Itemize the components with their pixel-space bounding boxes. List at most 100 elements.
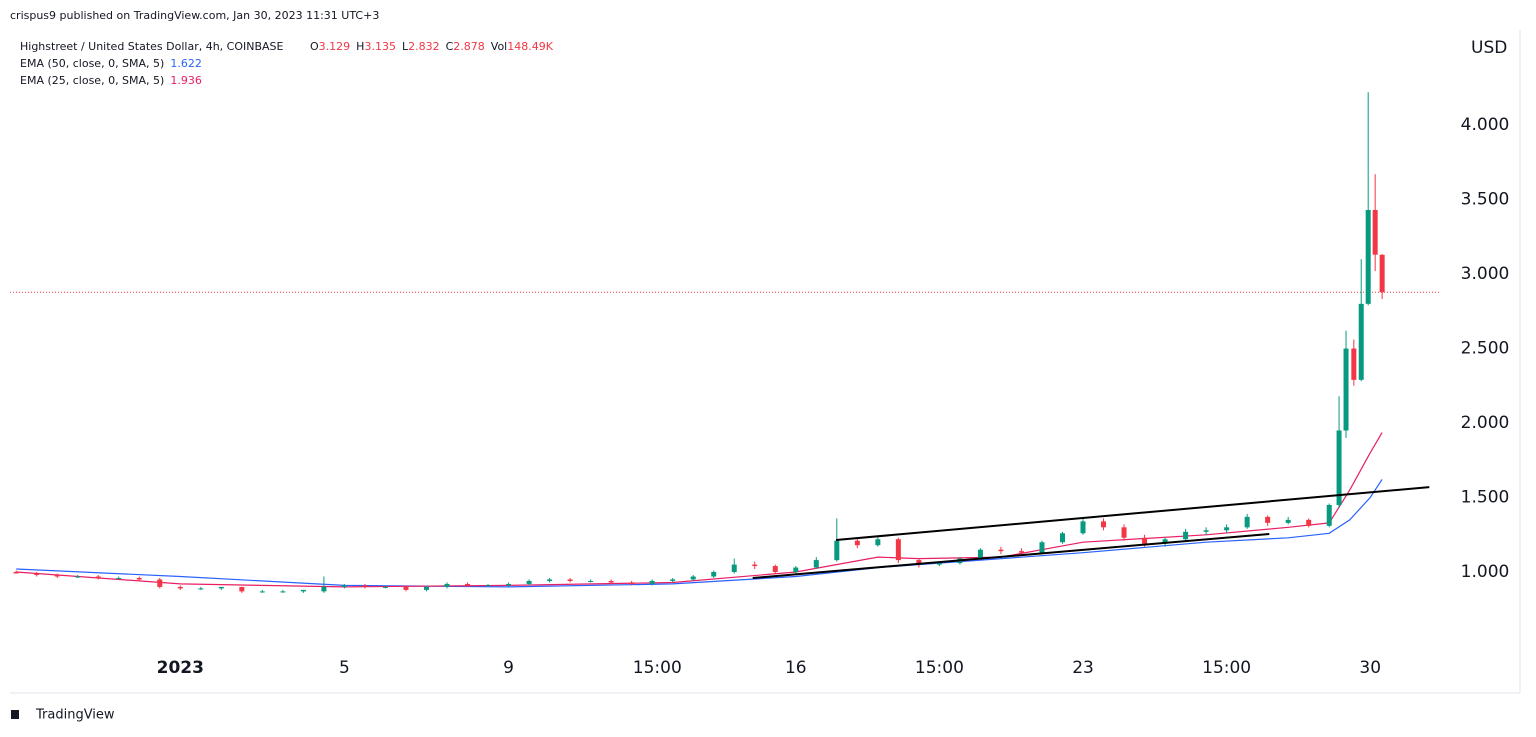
candle	[649, 579, 655, 586]
candle-body	[1101, 521, 1107, 528]
candle-body	[1265, 516, 1271, 523]
candle-body	[1203, 530, 1209, 532]
legend-symbol: Highstreet / United States Dollar, 4h, C…	[20, 40, 284, 53]
candle	[711, 570, 717, 578]
candle	[629, 580, 635, 586]
candle	[54, 573, 60, 578]
candle	[1018, 548, 1024, 555]
candle-body	[259, 591, 265, 593]
y-tick-label: 2.000	[1461, 413, 1510, 433]
candle	[1343, 330, 1349, 438]
candle-body	[300, 589, 306, 592]
candle-body	[1162, 539, 1168, 544]
candle-body	[1183, 531, 1189, 540]
indicator-name: EMA (50, close, 0, SMA, 5)	[20, 57, 164, 70]
candle-body	[34, 573, 40, 576]
candle	[1306, 518, 1312, 528]
candle-body	[116, 577, 122, 579]
candle	[259, 589, 265, 593]
candle	[752, 561, 758, 570]
candle	[1244, 513, 1250, 529]
candle	[567, 577, 573, 583]
candle-body	[793, 567, 799, 573]
candle-body	[526, 580, 532, 584]
candle-body	[1343, 348, 1349, 431]
y-tick-label: 2.500	[1461, 339, 1510, 359]
candle	[382, 585, 388, 589]
candle-body	[547, 579, 553, 581]
candle-body	[341, 585, 347, 587]
candle	[341, 583, 347, 589]
candle	[280, 589, 286, 593]
candle	[690, 575, 696, 581]
x-tick-label: 15:00	[915, 658, 964, 678]
candle-body	[1039, 542, 1045, 553]
candle-body	[670, 579, 676, 581]
indicator-value: 1.622	[170, 57, 202, 70]
candle	[1183, 528, 1189, 541]
candle-body	[1326, 504, 1332, 526]
candle	[157, 577, 163, 589]
candle	[854, 537, 860, 549]
candle-body	[13, 572, 19, 574]
candle	[1080, 516, 1086, 535]
ohlc-label: L	[402, 40, 409, 53]
candle	[1224, 524, 1230, 534]
candle	[75, 575, 81, 578]
candle-body	[136, 577, 142, 580]
candle-body	[75, 576, 81, 578]
candle-body	[895, 539, 901, 561]
candle-body	[218, 586, 224, 589]
candle-body	[567, 579, 573, 581]
candle	[13, 570, 19, 574]
footer-logo: TradingView	[11, 708, 115, 723]
candle	[403, 585, 409, 592]
candle-body	[1244, 516, 1250, 528]
candle-body	[239, 586, 245, 592]
candle-body	[423, 586, 429, 590]
x-tick-label: 2023	[157, 658, 204, 678]
candle-body	[506, 583, 512, 586]
candle-body	[834, 540, 840, 561]
candle	[136, 576, 142, 581]
candle	[998, 546, 1004, 555]
candle	[177, 585, 183, 590]
y-tick-label: 3.000	[1461, 264, 1510, 284]
candle-body	[157, 579, 163, 587]
candle	[465, 582, 471, 587]
candle-body	[998, 549, 1004, 552]
candle	[547, 577, 553, 583]
candle	[321, 576, 327, 593]
candle	[1059, 531, 1065, 544]
candle-body	[382, 586, 388, 588]
candle	[34, 572, 40, 577]
y-tick-label: 1.500	[1461, 488, 1510, 508]
candle-body	[772, 566, 778, 573]
candle-body	[936, 563, 942, 565]
candle-body	[649, 580, 655, 584]
candle	[793, 566, 799, 574]
candle-body	[1018, 551, 1024, 553]
ema-line	[16, 479, 1383, 588]
candle-body	[444, 583, 450, 587]
candle-body	[977, 549, 983, 559]
candle	[1326, 503, 1332, 528]
ohlc-label: H	[356, 40, 364, 53]
candle	[1336, 396, 1342, 508]
candle	[608, 579, 614, 584]
x-tick-label: 5	[339, 658, 350, 678]
candle	[485, 583, 491, 587]
candle	[1372, 174, 1378, 272]
candle	[670, 577, 676, 583]
candle-body	[875, 539, 881, 546]
y-tick-label: 1.000	[1461, 562, 1510, 582]
y-tick-label: 4.000	[1461, 115, 1510, 135]
candle-body	[198, 588, 204, 590]
ohlc-label: O	[310, 40, 319, 53]
x-tick-label: 9	[503, 658, 514, 678]
trendline	[835, 486, 1430, 541]
candle	[239, 586, 245, 593]
candle	[588, 579, 594, 583]
candle	[506, 582, 512, 587]
